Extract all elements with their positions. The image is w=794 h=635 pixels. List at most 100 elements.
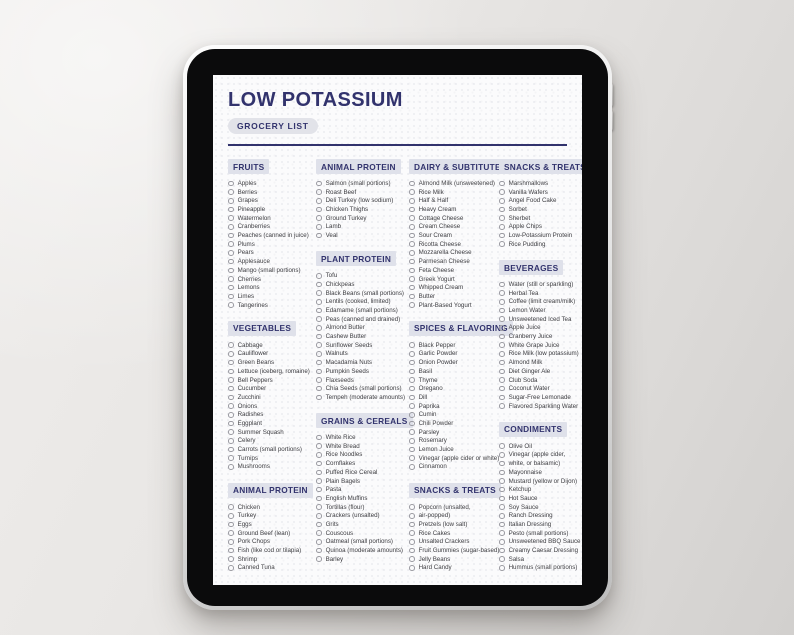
checkbox-circle-icon[interactable]	[499, 530, 505, 536]
checkbox-circle-icon[interactable]	[409, 411, 415, 418]
checkbox-circle-icon[interactable]	[316, 530, 322, 536]
checkbox-circle-icon[interactable]	[316, 316, 322, 322]
checkbox-circle-icon[interactable]	[228, 267, 234, 274]
checkbox-circle-icon[interactable]	[499, 325, 505, 331]
checkbox-circle-icon[interactable]	[499, 443, 505, 450]
checkbox-circle-icon[interactable]	[409, 284, 415, 291]
checkbox-circle-icon[interactable]	[409, 565, 415, 571]
checkbox-circle-icon[interactable]	[409, 302, 415, 308]
checkbox-circle-icon[interactable]	[409, 394, 415, 401]
checkbox-circle-icon[interactable]	[499, 368, 505, 375]
checkbox-circle-icon[interactable]	[499, 224, 505, 230]
checkbox-circle-icon[interactable]	[316, 460, 322, 467]
checkbox-circle-icon[interactable]	[499, 495, 505, 502]
checkbox-circle-icon[interactable]	[316, 434, 322, 441]
checkbox-circle-icon[interactable]	[228, 521, 234, 528]
checkbox-circle-icon[interactable]	[499, 478, 505, 484]
checkbox-circle-icon[interactable]	[499, 556, 505, 562]
checkbox-circle-icon[interactable]	[228, 385, 234, 392]
checkbox-circle-icon[interactable]	[228, 539, 234, 545]
checkbox-circle-icon[interactable]	[228, 215, 234, 221]
checkbox-circle-icon[interactable]	[409, 464, 415, 470]
checkbox-circle-icon[interactable]	[228, 438, 234, 444]
checkbox-circle-icon[interactable]	[316, 198, 322, 204]
checkbox-circle-icon[interactable]	[316, 368, 322, 375]
checkbox-circle-icon[interactable]	[499, 198, 505, 204]
checkbox-circle-icon[interactable]	[228, 556, 234, 562]
checkbox-circle-icon[interactable]	[409, 198, 415, 204]
checkbox-circle-icon[interactable]	[499, 521, 505, 528]
checkbox-circle-icon[interactable]	[316, 232, 322, 239]
checkbox-circle-icon[interactable]	[499, 342, 505, 349]
checkbox-circle-icon[interactable]	[499, 469, 505, 476]
checkbox-circle-icon[interactable]	[228, 512, 234, 519]
checkbox-circle-icon[interactable]	[409, 420, 415, 427]
checkbox-circle-icon[interactable]	[499, 377, 505, 383]
checkbox-circle-icon[interactable]	[228, 180, 234, 187]
checkbox-circle-icon[interactable]	[316, 281, 322, 288]
checkbox-circle-icon[interactable]	[228, 455, 234, 461]
checkbox-circle-icon[interactable]	[409, 368, 415, 375]
checkbox-circle-icon[interactable]	[228, 241, 234, 248]
checkbox-circle-icon[interactable]	[228, 394, 234, 401]
checkbox-circle-icon[interactable]	[316, 224, 322, 230]
checkbox-circle-icon[interactable]	[409, 276, 415, 282]
checkbox-circle-icon[interactable]	[499, 299, 505, 305]
checkbox-circle-icon[interactable]	[228, 302, 234, 308]
checkbox-circle-icon[interactable]	[499, 241, 505, 248]
checkbox-circle-icon[interactable]	[499, 512, 505, 519]
checkbox-circle-icon[interactable]	[316, 443, 322, 450]
checkbox-circle-icon[interactable]	[228, 189, 234, 195]
checkbox-circle-icon[interactable]	[409, 232, 415, 239]
checkbox-circle-icon[interactable]	[228, 258, 234, 265]
checkbox-circle-icon[interactable]	[228, 206, 234, 213]
checkbox-circle-icon[interactable]	[228, 284, 234, 291]
checkbox-circle-icon[interactable]	[409, 250, 415, 256]
checkbox-circle-icon[interactable]	[316, 180, 322, 187]
checkbox-circle-icon[interactable]	[409, 377, 415, 383]
checkbox-circle-icon[interactable]	[228, 293, 234, 300]
checkbox-circle-icon[interactable]	[316, 512, 322, 519]
checkbox-circle-icon[interactable]	[316, 478, 322, 484]
checkbox-circle-icon[interactable]	[228, 276, 234, 282]
checkbox-circle-icon[interactable]	[499, 452, 505, 458]
checkbox-circle-icon[interactable]	[409, 359, 415, 366]
checkbox-circle-icon[interactable]	[409, 224, 415, 230]
checkbox-circle-icon[interactable]	[409, 429, 415, 435]
checkbox-circle-icon[interactable]	[499, 486, 505, 493]
checkbox-circle-icon[interactable]	[316, 206, 322, 213]
checkbox-circle-icon[interactable]	[499, 460, 505, 467]
checkbox-circle-icon[interactable]	[316, 189, 322, 195]
checkbox-circle-icon[interactable]	[316, 539, 322, 545]
checkbox-circle-icon[interactable]	[228, 446, 234, 453]
checkbox-circle-icon[interactable]	[409, 241, 415, 248]
checkbox-circle-icon[interactable]	[499, 394, 505, 401]
checkbox-circle-icon[interactable]	[409, 438, 415, 444]
checkbox-circle-icon[interactable]	[228, 504, 234, 510]
checkbox-circle-icon[interactable]	[499, 206, 505, 213]
checkbox-circle-icon[interactable]	[409, 556, 415, 562]
checkbox-circle-icon[interactable]	[228, 565, 234, 571]
checkbox-circle-icon[interactable]	[409, 342, 415, 349]
checkbox-circle-icon[interactable]	[228, 377, 234, 383]
checkbox-circle-icon[interactable]	[409, 258, 415, 265]
checkbox-circle-icon[interactable]	[409, 215, 415, 221]
checkbox-circle-icon[interactable]	[499, 215, 505, 221]
checkbox-circle-icon[interactable]	[316, 359, 322, 366]
checkbox-circle-icon[interactable]	[228, 403, 234, 409]
checkbox-circle-icon[interactable]	[409, 180, 415, 187]
checkbox-circle-icon[interactable]	[499, 316, 505, 322]
checkbox-circle-icon[interactable]	[499, 307, 505, 314]
checkbox-circle-icon[interactable]	[228, 530, 234, 536]
checkbox-circle-icon[interactable]	[228, 464, 234, 470]
checkbox-circle-icon[interactable]	[316, 333, 322, 340]
checkbox-circle-icon[interactable]	[499, 539, 505, 545]
checkbox-circle-icon[interactable]	[316, 486, 322, 493]
checkbox-circle-icon[interactable]	[316, 504, 322, 510]
checkbox-circle-icon[interactable]	[409, 267, 415, 274]
checkbox-circle-icon[interactable]	[316, 377, 322, 383]
checkbox-circle-icon[interactable]	[499, 333, 505, 340]
checkbox-circle-icon[interactable]	[228, 420, 234, 427]
checkbox-circle-icon[interactable]	[316, 469, 322, 476]
checkbox-circle-icon[interactable]	[409, 385, 415, 392]
